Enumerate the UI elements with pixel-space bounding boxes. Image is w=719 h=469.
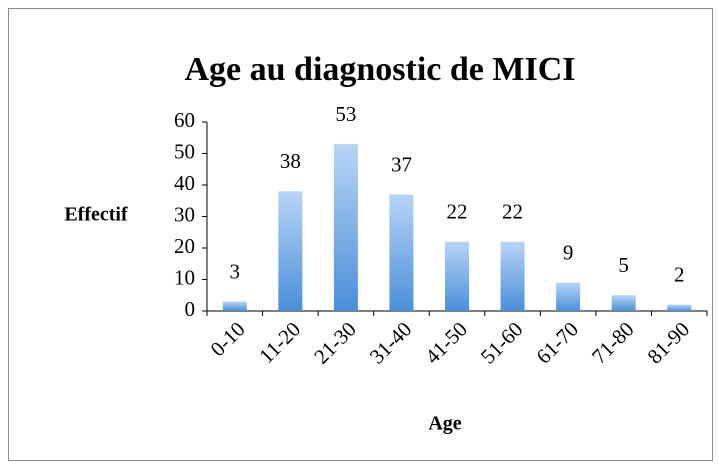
- data-label: 3: [230, 259, 241, 283]
- data-label: 2: [674, 263, 685, 287]
- bar: [389, 194, 414, 311]
- data-label: 38: [280, 149, 301, 173]
- bar: [445, 241, 469, 311]
- bar: [278, 191, 303, 311]
- data-label: 5: [618, 253, 629, 277]
- data-label: 53: [335, 102, 356, 126]
- bar: [667, 304, 692, 311]
- y-tick-label: 10: [174, 265, 195, 289]
- y-tick-label: 0: [185, 297, 196, 321]
- data-label: 37: [391, 152, 412, 176]
- data-label: 9: [563, 240, 574, 264]
- chart-frame: [8, 8, 713, 461]
- y-tick-label: 20: [174, 234, 195, 258]
- bar: [500, 241, 525, 311]
- bar: [333, 144, 358, 311]
- x-axis-label: Age: [428, 413, 461, 435]
- y-axis-label: Effectif: [64, 204, 128, 226]
- y-tick-label: 50: [174, 139, 195, 163]
- data-label: 22: [447, 200, 468, 224]
- bar: [222, 301, 247, 311]
- y-tick-label: 30: [174, 202, 195, 226]
- bar: [556, 282, 581, 311]
- y-tick-label: 60: [174, 108, 195, 132]
- data-label: 22: [502, 200, 523, 224]
- chart-title: Age au diagnostic de MICI: [184, 51, 575, 88]
- y-tick-label: 40: [174, 171, 195, 195]
- bar: [611, 295, 636, 311]
